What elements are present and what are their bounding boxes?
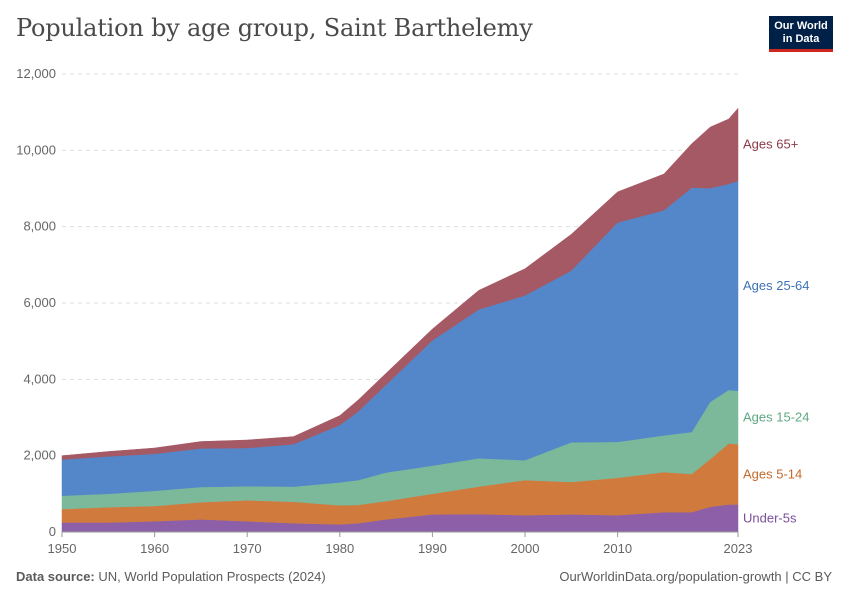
y-tick-label: 6,000 [23, 295, 56, 310]
x-tick-label: 1960 [140, 541, 169, 556]
series-label-under-5s: Under-5s [743, 510, 797, 525]
x-tick-label: 1970 [233, 541, 262, 556]
x-tick-label: 1990 [418, 541, 447, 556]
owid-logo[interactable]: Our World in Data [769, 16, 833, 52]
y-tick-label: 12,000 [16, 66, 56, 81]
x-tick-label: 1950 [48, 541, 77, 556]
source-url[interactable]: OurWorldinData.org/population-growth | C… [559, 569, 832, 584]
chart-title: Population by age group, Saint Barthelem… [16, 14, 533, 42]
axis-layer: 0 2,000 4,000 6,000 8,000 10,000 12,000 1950 196… [16, 66, 752, 556]
x-tick-label: 2010 [603, 541, 632, 556]
area-layer [61, 107, 739, 533]
y-tick-label: 2,000 [23, 448, 56, 463]
data-source: Data source: UN, World Population Prospe… [16, 569, 326, 584]
y-tick-label: 0 [49, 524, 56, 539]
area-ages-65- [61, 107, 739, 460]
y-tick-label: 8,000 [23, 219, 56, 234]
series-label-layer: Under-5s Ages 5-14 Ages 15-24 Ages 25-64 Age… [743, 137, 810, 526]
series-label-ages-15-24: Ages 15-24 [743, 410, 810, 425]
logo-line-2: in Data [782, 33, 820, 45]
data-source-text[interactable]: UN, World Population Prospects (2024) [98, 569, 326, 584]
y-tick-label: 4,000 [23, 371, 56, 386]
logo-line-1: Our World [774, 20, 828, 32]
data-source-label: Data source: [16, 569, 95, 584]
x-tick-label: 2000 [511, 541, 540, 556]
series-label-ages-5-14: Ages 5-14 [743, 466, 802, 481]
series-label-ages-65-: Ages 65+ [743, 137, 798, 152]
x-tick-label: 1980 [325, 541, 354, 556]
x-tick-label: 2023 [724, 541, 753, 556]
y-tick-label: 10,000 [16, 142, 56, 157]
series-label-ages-25-64: Ages 25-64 [743, 278, 810, 293]
